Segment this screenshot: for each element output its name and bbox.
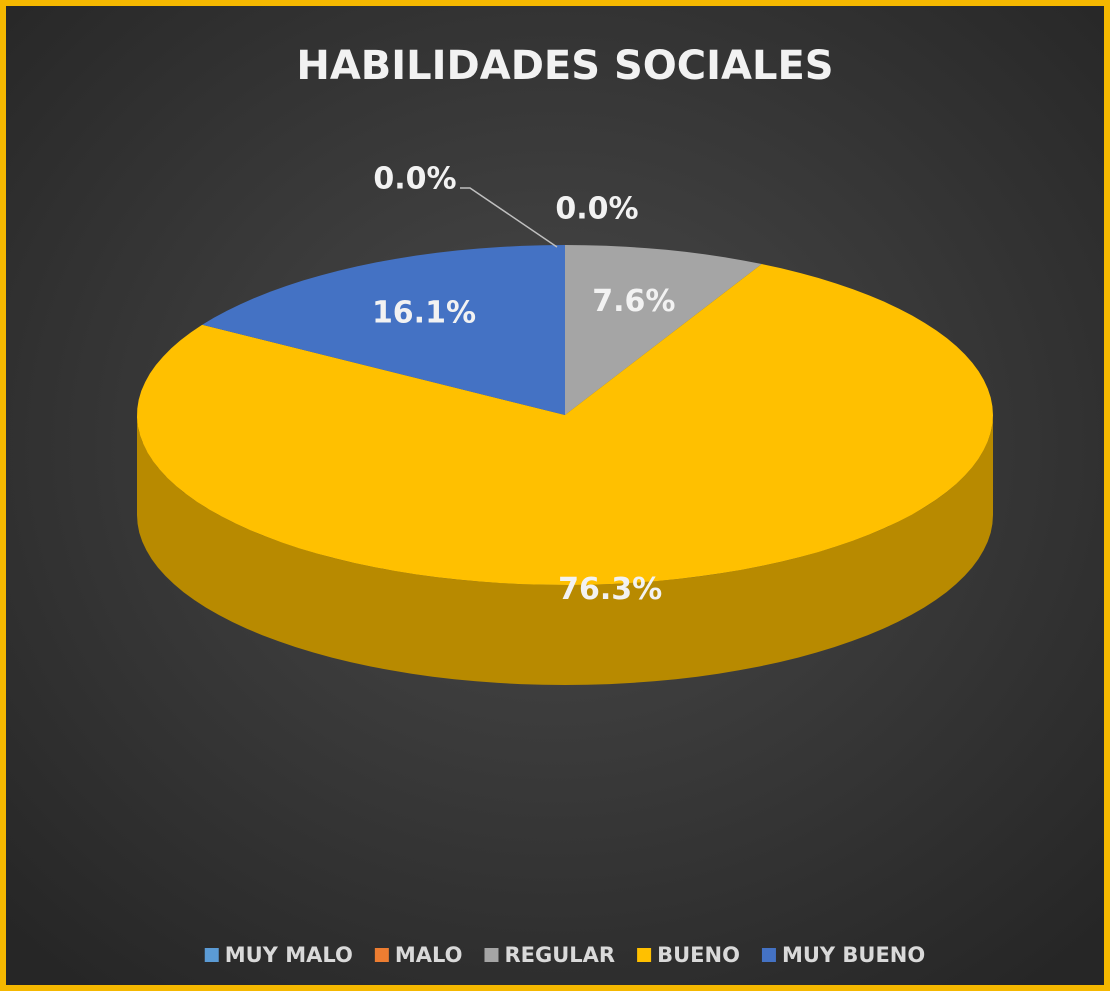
data-label: 76.3%: [558, 572, 662, 607]
legend-label: BUENO: [657, 943, 740, 967]
legend-swatch: [637, 948, 652, 962]
data-label: 7.6%: [592, 284, 675, 319]
leader-line: [460, 187, 558, 248]
pie-side: [137, 415, 993, 685]
legend-swatch: [484, 948, 499, 962]
legend-label: MUY MALO: [225, 943, 353, 967]
data-label: 0.0%: [555, 192, 638, 227]
pie-slice: [137, 264, 993, 585]
legend-swatch: [761, 948, 776, 962]
chart-title: HABILIDADES SOCIALES: [296, 43, 833, 89]
pie-slice: [202, 245, 565, 415]
legend-label: MUY BUENO: [782, 943, 925, 967]
data-label: 0.0%: [373, 162, 456, 197]
legend-swatch: [374, 948, 389, 962]
legend-label: REGULAR: [504, 943, 615, 967]
pie-slice: [565, 245, 762, 415]
legend-swatch: [204, 948, 219, 962]
legend-label: MALO: [395, 943, 463, 967]
data-label: 16.1%: [372, 295, 476, 330]
